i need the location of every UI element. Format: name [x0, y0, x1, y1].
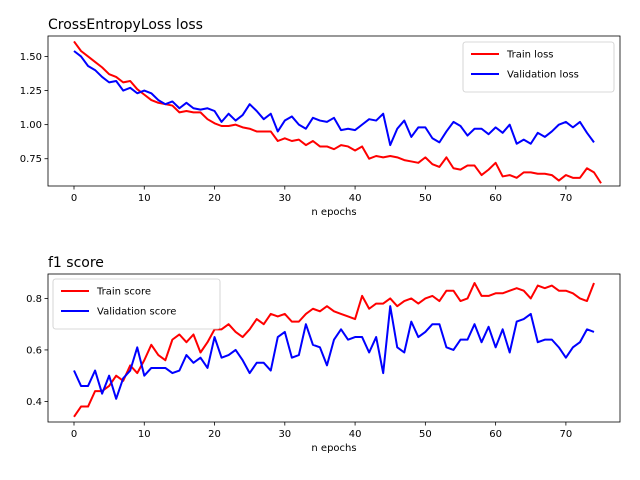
y-tick-label: 1.00 [20, 120, 42, 131]
x-tick-label: 40 [349, 193, 362, 204]
y-tick-label: 1.50 [20, 52, 42, 63]
x-axis-label-2: n epochs [311, 443, 356, 454]
x-tick-label: 70 [560, 193, 573, 204]
x-axis-label-1: n epochs [311, 207, 356, 218]
legend-box-1 [462, 41, 615, 93]
chart-title-2: f1 score [48, 255, 104, 271]
x-tick-label: 0 [71, 429, 77, 440]
x-tick-label: 20 [208, 429, 221, 440]
x-tick-label: 70 [560, 429, 573, 440]
x-tick-label: 20 [208, 193, 221, 204]
x-tick-label: 10 [138, 429, 151, 440]
x-tick-label: 0 [71, 193, 77, 204]
x-tick-label: 60 [489, 429, 502, 440]
x-tick-label: 40 [349, 429, 362, 440]
x-tick-label: 60 [489, 193, 502, 204]
chart-title-1: CrossEntropyLoss loss [48, 17, 203, 33]
legend-label: Train score [96, 287, 151, 298]
legend-box-2 [52, 278, 221, 330]
y-tick-label: 0.8 [26, 294, 42, 305]
y-tick-label: 0.75 [20, 154, 42, 165]
series-line-train-score [73, 282, 595, 418]
series-line-validation-loss [73, 50, 595, 147]
legend-label: Validation score [97, 307, 176, 318]
y-tick-label: 1.25 [20, 86, 42, 97]
x-tick-label: 50 [419, 193, 432, 204]
series-line-validation-score [73, 305, 595, 400]
x-tick-label: 50 [419, 429, 432, 440]
legend-label: Validation loss [507, 70, 579, 81]
y-tick-label: 0.6 [26, 345, 42, 356]
x-tick-label: 30 [278, 429, 291, 440]
x-tick-label: 30 [278, 193, 291, 204]
series-line-train-loss [73, 40, 602, 184]
plot-frame-1 [47, 35, 621, 187]
y-tick-label: 0.4 [26, 397, 42, 408]
legend-label: Train loss [506, 50, 554, 61]
x-tick-label: 10 [138, 193, 151, 204]
plot-frame-2 [47, 273, 621, 423]
